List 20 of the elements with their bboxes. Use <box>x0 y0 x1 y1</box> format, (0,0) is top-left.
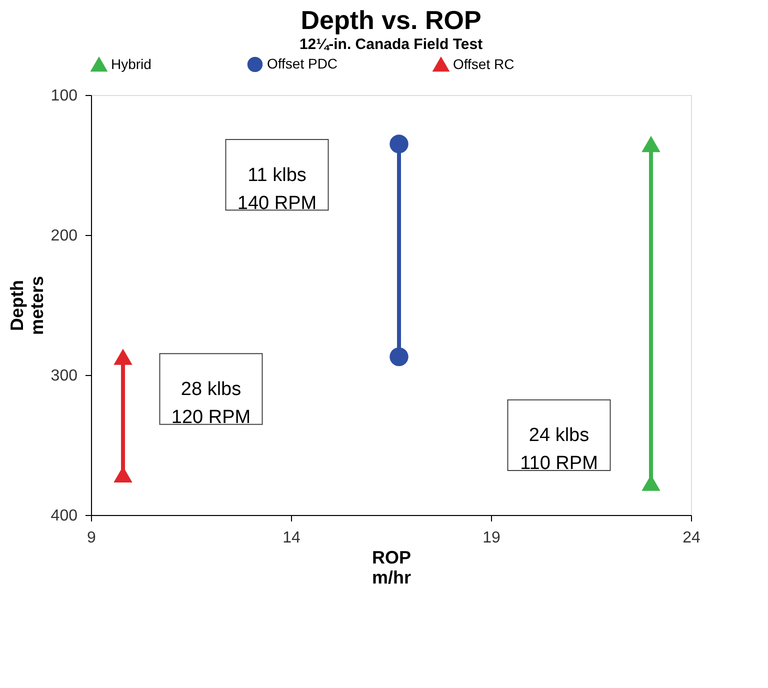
legend-label: Hybrid <box>111 56 152 72</box>
point <box>390 347 408 366</box>
x-tick-label: 24 <box>682 530 700 546</box>
chart-subtitle: 12¼-in. Canada Field Test <box>299 36 483 53</box>
x-tick-label: 19 <box>482 530 500 546</box>
annotation: 24 klbs 110 RPM <box>520 425 598 474</box>
annotation: 11 klbs 140 RPM <box>237 164 317 214</box>
legend-label: Offset PDC <box>267 55 338 72</box>
chart-title: Depth vs. ROP <box>300 5 482 35</box>
y-tick-label: 100 <box>50 88 78 104</box>
x-axis-title: ROP m/hr <box>372 548 412 588</box>
y-tick-label: 400 <box>50 508 78 524</box>
annotation: 28 klbs 120 RPM <box>171 379 251 428</box>
x-tick-label: 14 <box>282 530 300 546</box>
legend-label: Offset RC <box>453 56 514 72</box>
y-tick-label: 300 <box>50 368 78 384</box>
point <box>390 134 408 154</box>
x-tick-label: 9 <box>87 530 96 546</box>
y-axis-title: Depth meters <box>6 276 47 336</box>
y-tick-label: 200 <box>50 228 78 244</box>
